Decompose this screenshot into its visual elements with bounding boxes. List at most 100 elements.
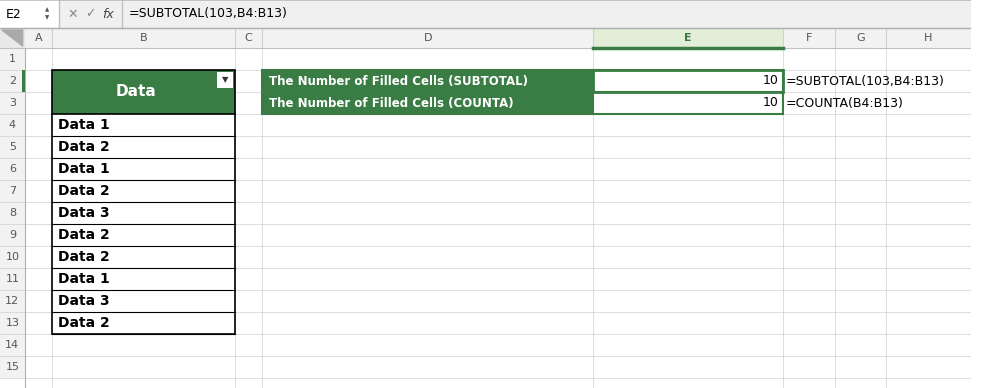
Text: 5: 5 <box>9 142 16 152</box>
Bar <box>52 136 235 158</box>
Bar <box>886 48 971 70</box>
Bar <box>25 70 52 92</box>
Bar <box>0 158 25 180</box>
Bar <box>263 356 593 378</box>
Polygon shape <box>2 30 23 46</box>
Bar <box>783 70 834 92</box>
Bar <box>235 268 263 290</box>
Text: 10: 10 <box>763 97 778 109</box>
Bar <box>263 48 593 70</box>
Bar <box>783 158 834 180</box>
Bar <box>886 158 971 180</box>
Bar <box>783 92 834 114</box>
Bar <box>25 114 52 136</box>
Bar <box>263 246 593 268</box>
Bar <box>235 136 263 158</box>
Bar <box>0 0 971 28</box>
Bar <box>235 180 263 202</box>
Text: Data 2: Data 2 <box>58 140 110 154</box>
Bar <box>886 290 971 312</box>
Text: 12: 12 <box>5 296 20 306</box>
Bar <box>263 70 593 92</box>
Bar <box>0 28 25 48</box>
Bar <box>263 224 593 246</box>
Bar <box>783 334 834 356</box>
Bar <box>25 202 52 224</box>
Text: 10: 10 <box>5 252 20 262</box>
Bar <box>834 158 886 180</box>
Bar <box>834 334 886 356</box>
Bar <box>263 268 593 290</box>
Text: 2: 2 <box>9 76 16 86</box>
Bar <box>52 312 235 334</box>
Bar <box>235 114 263 136</box>
Bar <box>0 224 25 246</box>
Text: ▼: ▼ <box>45 16 49 21</box>
Bar <box>886 28 971 48</box>
Bar <box>783 312 834 334</box>
Bar <box>593 246 783 268</box>
Bar <box>834 92 886 114</box>
Bar <box>783 202 834 224</box>
Bar <box>263 70 593 92</box>
Bar <box>834 48 886 70</box>
Bar <box>886 92 971 114</box>
Bar <box>783 114 834 136</box>
Bar <box>593 114 783 136</box>
Bar <box>52 70 235 114</box>
Bar <box>886 224 971 246</box>
Bar <box>263 334 593 356</box>
Bar <box>52 202 235 224</box>
Bar <box>52 290 235 312</box>
Bar <box>886 334 971 356</box>
Bar <box>0 268 25 290</box>
Text: ▼: ▼ <box>221 76 228 85</box>
Text: 7: 7 <box>9 186 16 196</box>
Text: E2: E2 <box>6 7 22 21</box>
Bar <box>52 246 235 268</box>
Bar <box>263 312 593 334</box>
Bar <box>52 334 235 356</box>
Text: 3: 3 <box>9 98 16 108</box>
Bar <box>235 356 263 378</box>
Text: G: G <box>856 33 865 43</box>
Bar <box>834 28 886 48</box>
Bar <box>52 356 235 378</box>
Text: 8: 8 <box>9 208 16 218</box>
Bar <box>52 312 235 334</box>
Bar <box>235 158 263 180</box>
Bar <box>783 224 834 246</box>
Bar <box>52 158 235 180</box>
Bar <box>25 224 52 246</box>
Bar <box>263 92 593 114</box>
Bar <box>886 268 971 290</box>
Bar <box>235 334 263 356</box>
Bar <box>593 70 783 92</box>
Bar <box>783 246 834 268</box>
Bar <box>52 114 235 136</box>
Bar <box>593 334 783 356</box>
Text: Data: Data <box>116 85 156 99</box>
Bar <box>886 114 971 136</box>
Bar <box>263 114 593 136</box>
Bar <box>0 246 25 268</box>
Text: 9: 9 <box>9 230 16 240</box>
Bar <box>235 48 263 70</box>
Bar <box>783 290 834 312</box>
Text: Data 1: Data 1 <box>58 272 110 286</box>
Bar <box>235 28 263 48</box>
Bar <box>886 312 971 334</box>
Text: Data 3: Data 3 <box>58 206 110 220</box>
Bar <box>593 70 783 92</box>
Bar <box>52 224 235 246</box>
Text: Data 1: Data 1 <box>58 118 110 132</box>
Bar <box>834 70 886 92</box>
Bar <box>0 290 25 312</box>
Bar <box>263 290 593 312</box>
Bar <box>263 180 593 202</box>
Bar <box>52 268 235 290</box>
Bar <box>0 180 25 202</box>
Bar <box>783 356 834 378</box>
Bar <box>52 268 235 290</box>
Bar <box>25 158 52 180</box>
